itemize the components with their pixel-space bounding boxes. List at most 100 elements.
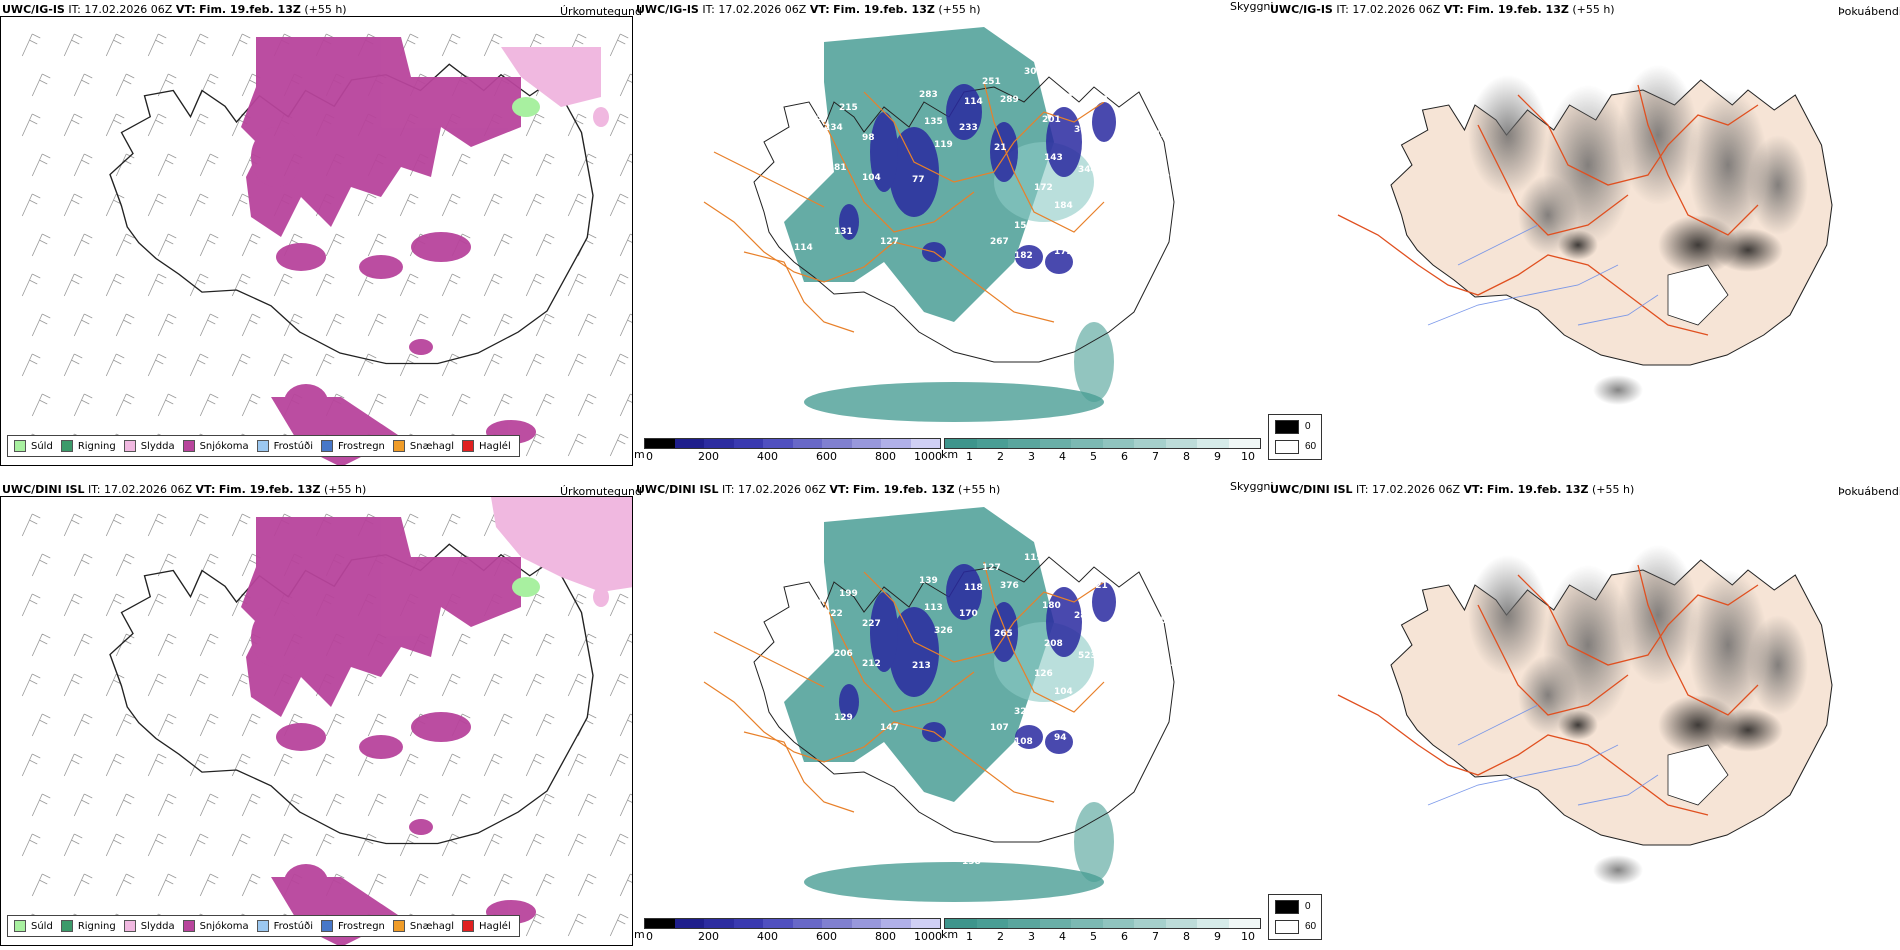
peak-label: 211 [804,599,823,609]
wind-barb [441,673,461,697]
wind-barb [157,233,177,257]
legend-item: Slydda [123,440,175,452]
wind-barb [21,273,41,297]
visibility-colorbar: km 1 2 3 4 5 6 7 8 9 10 [941,438,1264,468]
wind-barb [619,393,632,417]
legend-item: Haglél [462,920,511,932]
wind-barb [115,313,135,337]
wind-barb [147,193,167,217]
panel-header: UWC/DINI ISL IT: 17.02.2026 06Z VT: Fim.… [1270,483,1634,496]
wind-barb [493,153,513,177]
wind-barb [31,793,51,817]
vt-value: Fim. 19.feb. 13Z [852,483,955,496]
wind-barb [31,313,51,337]
wind-barb [105,33,125,57]
wind-barb [105,593,125,617]
visibility-tick: 2 [997,450,1004,463]
peak-label: 615 [1102,185,1121,195]
wind-barb [189,753,209,777]
elevation-colorbar: m 0 200 400 600 800 1000 [634,918,942,948]
wind-barb [63,753,83,777]
visibility-tick: 3 [1028,930,1035,943]
wind-barb [619,793,632,817]
visibility-tick: 5 [1090,450,1097,463]
precip-legend: Súld Rigning Slydda Snjókoma Frostúði Fr… [7,435,520,457]
elevation-tick: 0 [646,450,653,463]
wind-barb [31,553,51,577]
vt-value: Fim. 19.feb. 13Z [218,483,321,496]
wind-barb [63,673,83,697]
visibility-tick: 7 [1152,450,1159,463]
lead-time: (+55 h) [1592,483,1635,496]
it-label: IT: [1336,3,1349,16]
wind-barb [73,153,93,177]
peak-label: 135 [924,117,943,127]
wind-barb [609,593,629,617]
wind-barb [357,833,377,857]
wind-barb [567,193,587,217]
wind-barb [241,233,261,257]
panel-title: Þokuábendi [1838,5,1900,18]
model-name: UWC/DINI ISL [636,483,719,496]
wind-barb [567,833,587,857]
peak-label: 93 [1110,253,1123,263]
wind-barb [619,233,632,257]
wind-barb [63,273,83,297]
wind-barb [73,793,93,817]
panel-header: UWC/IG-IS IT: 17.02.2026 06Z VT: Fim. 19… [636,3,981,16]
wind-barb [609,353,629,377]
wind-barb [157,633,177,657]
it-value: 17.02.2026 06Z [104,483,193,496]
wind-barb [115,633,135,657]
peak-label: 306 [1054,579,1073,589]
peak-label: 138 [1164,659,1183,669]
wind-barb [567,673,587,697]
wind-barb [157,793,177,817]
elevation-tick: 1000 [914,930,942,943]
wind-barb [525,673,545,697]
wind-barb [535,153,555,177]
wind-barb [105,273,125,297]
peak-label: 213 [912,661,931,671]
wind-barb [315,753,335,777]
wind-barb [525,193,545,217]
legend-swatch-drizzle [14,440,26,452]
wind-barb [63,513,83,537]
wind-barb [441,33,461,57]
wind-barb [325,713,345,737]
visibility-map: 199 211 118 139 127 119 376 306 221 222 113 170 180 2… [703,507,1183,902]
wind-barb [535,633,555,657]
legend-item: Snæhagl [392,920,454,932]
elevation-tick: 200 [698,450,719,463]
wind-barb [567,433,587,457]
wind-barb [199,73,219,97]
panel-header: UWC/DINI ISL IT: 17.02.2026 06Z VT: Fim.… [636,483,1000,496]
wind-barb [273,353,293,377]
peak-label: 98 [1094,629,1107,639]
peak-label: 104 [862,173,881,183]
legend-item: Snjókoma [182,440,249,452]
wind-barb [105,513,125,537]
panel-title: Þokuábendi [1838,485,1900,498]
elevation-tick: 800 [875,450,896,463]
wind-barb [115,233,135,257]
elevation-tick: 400 [757,930,778,943]
peak-label: 114 [802,657,821,667]
panel-header: UWC/DINI ISL IT: 17.02.2026 06Z VT: Fim.… [2,483,366,496]
wind-barb [399,193,419,217]
wind-barb [399,833,419,857]
vt-label: VT: [829,483,850,496]
peak-label: 289 [1000,95,1019,105]
wind-barb [493,313,513,337]
peak-label: 200 [1110,739,1129,749]
peak-label: 326 [1014,707,1033,717]
peak-label: 403 [1054,93,1073,103]
peak-label: 212 [862,659,881,669]
wind-barb [241,393,261,417]
peak-label: 127 [982,563,1001,573]
it-label: IT: [1356,483,1369,496]
peak-label: 199 [839,589,858,599]
vt-label: VT: [1443,3,1464,16]
fog-map [1337,545,1833,885]
wind-barb [147,593,167,617]
